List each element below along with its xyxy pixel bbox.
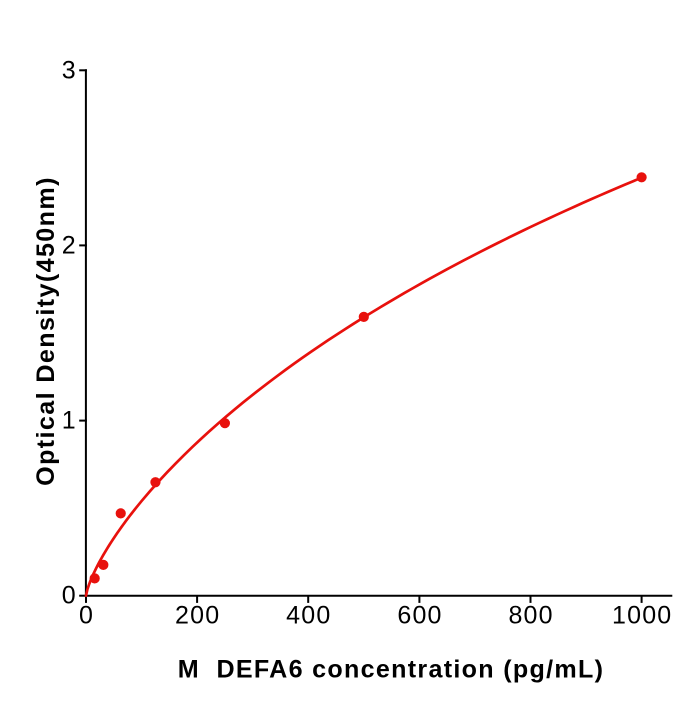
svg-text:M DEFA6 concentration (pg/mL): M DEFA6 concentration (pg/mL) xyxy=(178,656,605,684)
svg-text:0: 0 xyxy=(79,602,94,630)
svg-text:1: 1 xyxy=(62,407,76,435)
svg-text:400: 400 xyxy=(286,602,331,630)
svg-text:200: 200 xyxy=(175,602,220,630)
svg-text:1000: 1000 xyxy=(612,602,672,630)
svg-text:Optical Density(450nm): Optical Density(450nm) xyxy=(32,176,60,486)
svg-text:0: 0 xyxy=(62,582,76,610)
svg-text:3: 3 xyxy=(62,56,76,84)
svg-text:600: 600 xyxy=(397,602,442,630)
svg-text:800: 800 xyxy=(508,602,553,630)
svg-text:2: 2 xyxy=(62,231,76,259)
